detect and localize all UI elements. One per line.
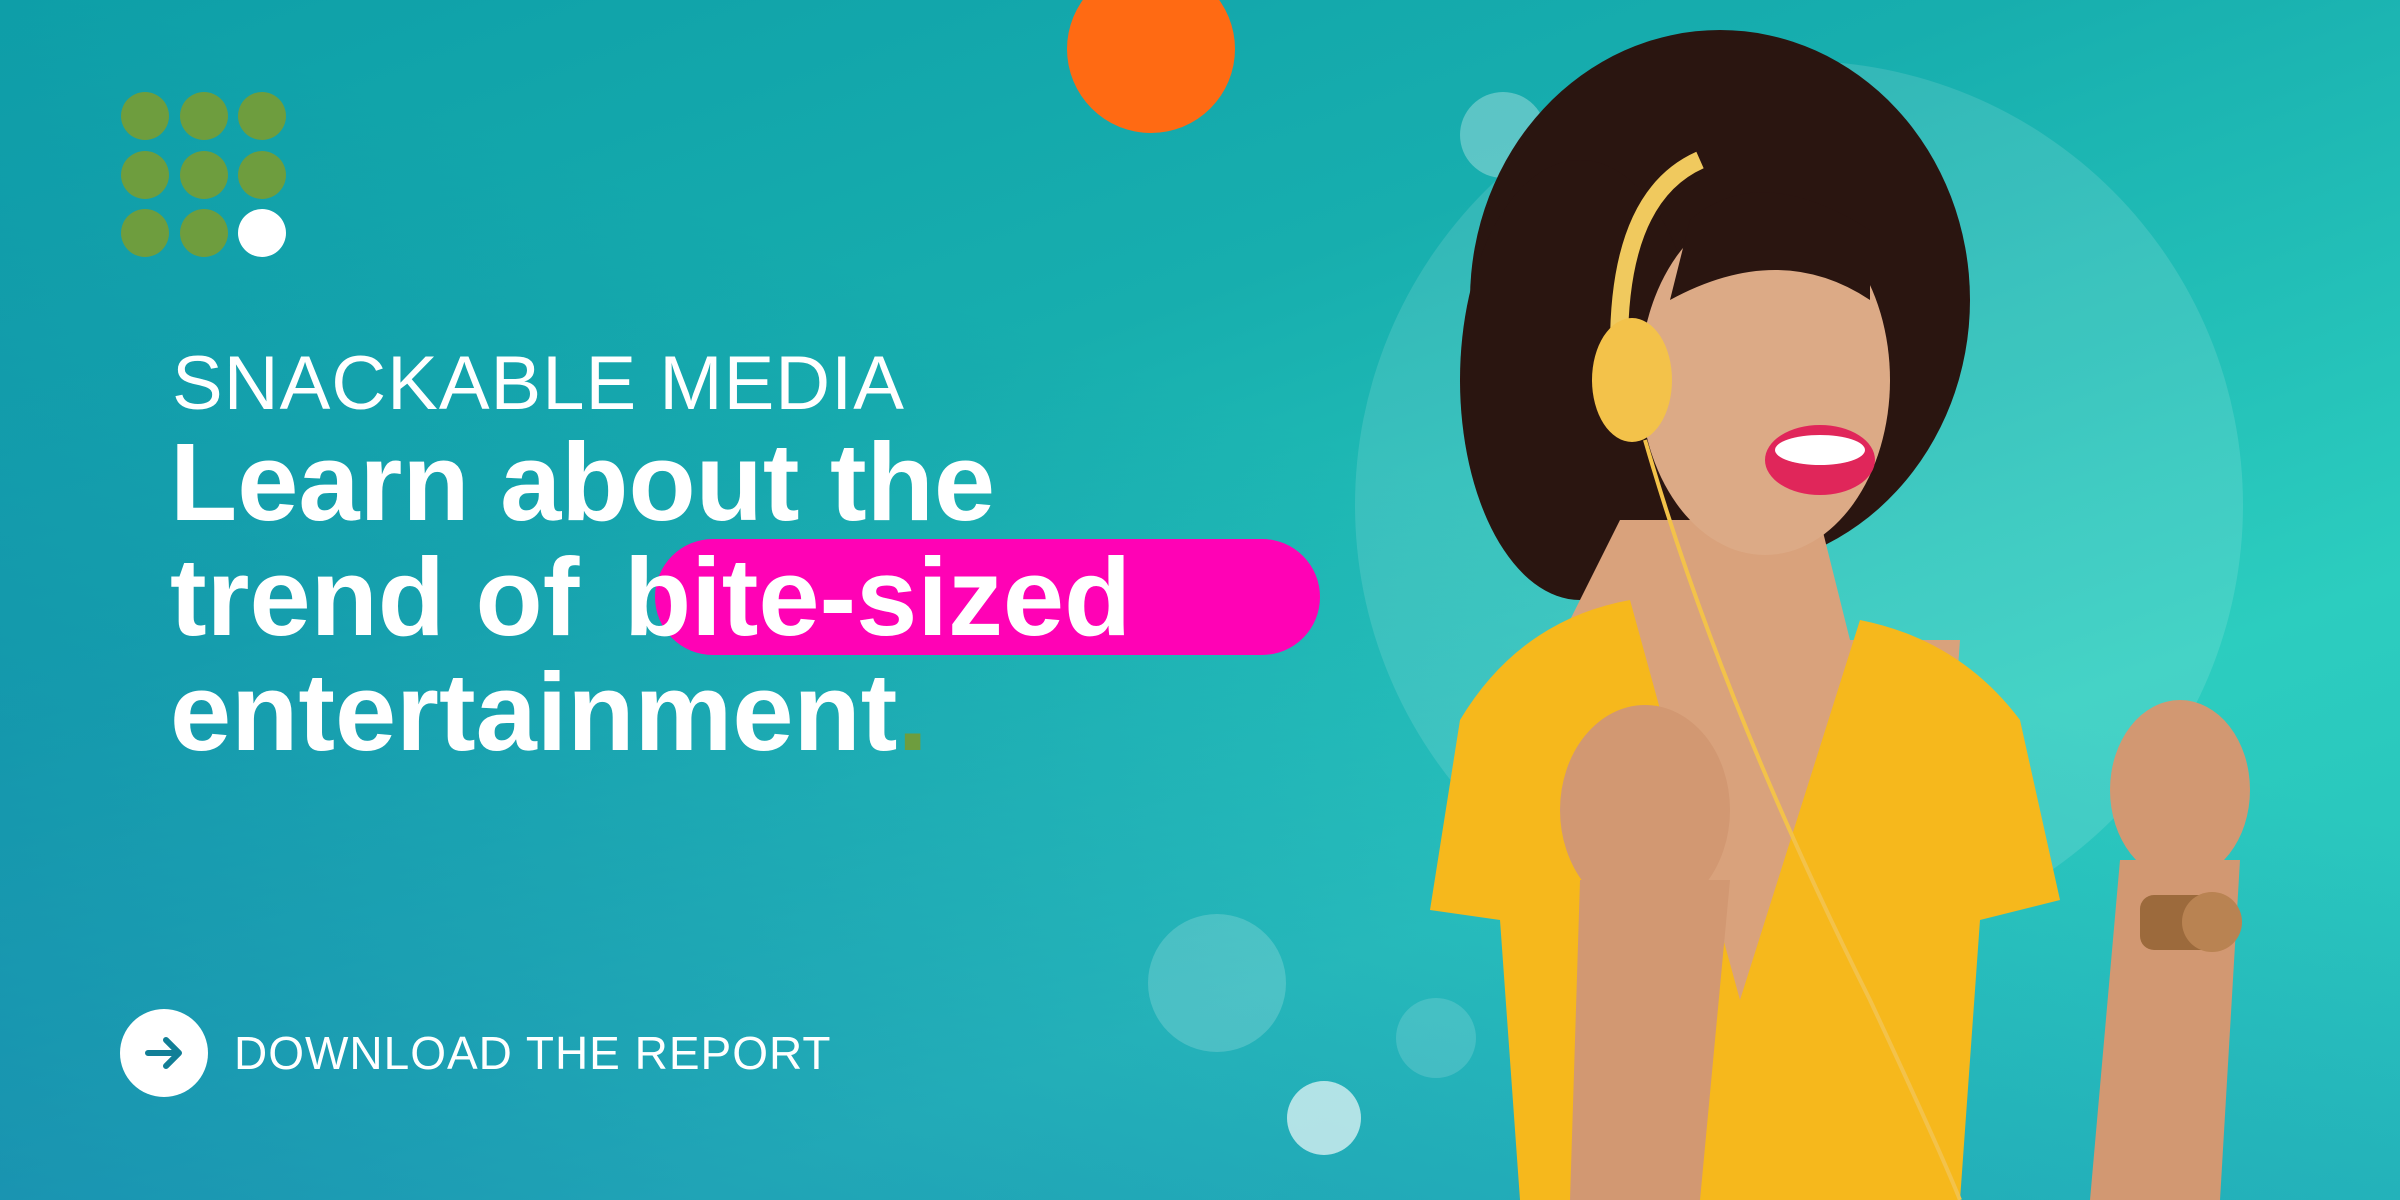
arrow-right-icon	[120, 1009, 208, 1097]
highlight-pill	[655, 539, 1320, 655]
decorative-orange-circle	[1067, 0, 1235, 133]
decorative-bubble	[1396, 998, 1476, 1078]
decorative-bubble	[1148, 914, 1286, 1052]
headline-line-3: entertainment.	[170, 651, 928, 774]
headline-line-2: trend of bite-sized	[170, 536, 1132, 659]
eyebrow-text: SNACKABLE MEDIA	[172, 341, 905, 426]
headline-highlight: bite-sized	[623, 536, 1132, 659]
download-report-button[interactable]: DOWNLOAD THE REPORT	[120, 1009, 831, 1097]
download-report-label: DOWNLOAD THE REPORT	[234, 1027, 832, 1079]
headline-line-1: Learn about the	[170, 421, 996, 544]
woman-with-headphones-photo	[1430, 30, 2250, 1200]
headline: Learn about the trend of bite-sized ente…	[170, 425, 1131, 770]
decorative-bubble	[1287, 1081, 1361, 1155]
